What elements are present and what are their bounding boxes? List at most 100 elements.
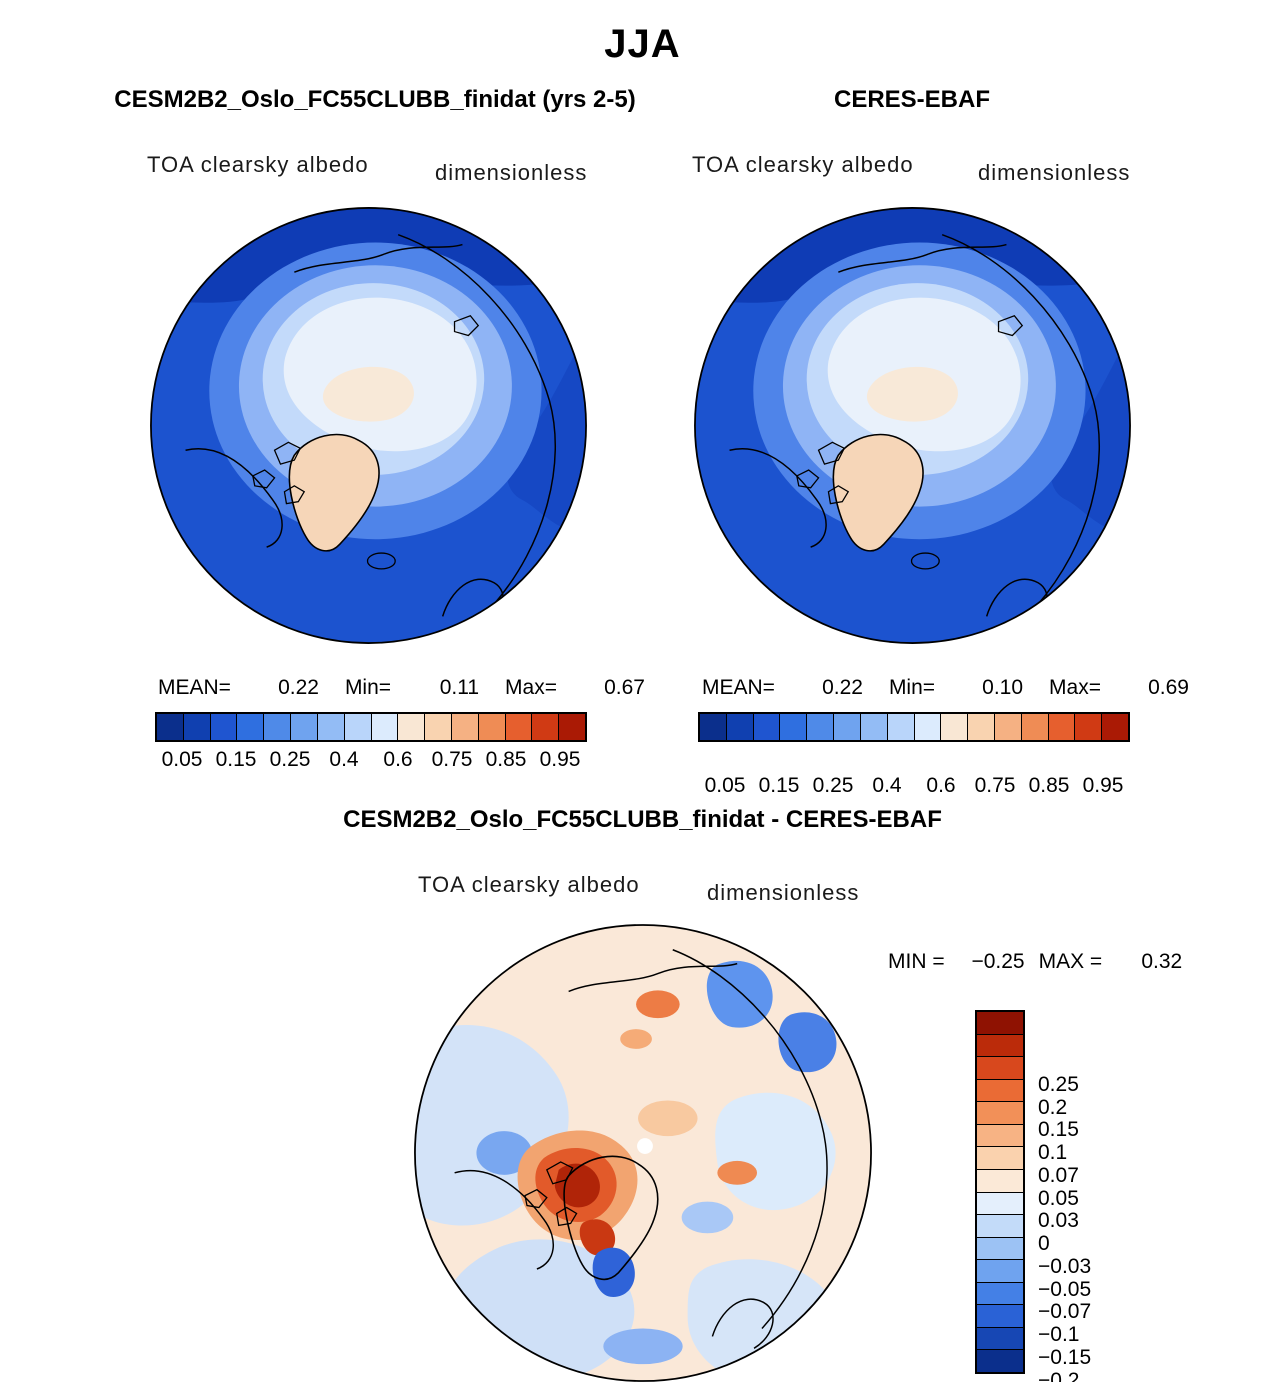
colorbar-segment — [977, 1056, 1023, 1079]
model-min-value: 0.11 — [439, 676, 480, 699]
model-mean-value: 0.22 — [278, 676, 319, 699]
diff-map — [410, 920, 876, 1382]
obs-mean-value: 0.22 — [822, 676, 863, 699]
diff-stats: MIN = −0.25 MAX = 0.32 — [888, 950, 1182, 974]
colorbar-tick-label: 0.25 — [812, 774, 854, 797]
colorbar-segment — [977, 1304, 1023, 1327]
colorbar-tick-label: 0.6 — [926, 774, 956, 797]
model-panel-title: CESM2B2_Oslo_FC55CLUBB_finidat (yrs 2-5) — [114, 86, 636, 113]
colorbar-tick-label: 0.75 — [974, 774, 1016, 797]
colorbar-segment — [859, 714, 887, 740]
colorbar-tick-label: 0.2 — [1038, 1095, 1068, 1119]
model-max-label: Max= — [505, 676, 557, 699]
model-min-label: Min= — [344, 676, 392, 699]
colorbar-tick-label: 0.6 — [383, 748, 413, 771]
colorbar-segment — [450, 714, 478, 740]
model-colorbar-ticks: 0.05 0.15 0.25 0.4 0.6 0.75 0.85 0.95 — [155, 748, 587, 774]
model-colorbar — [155, 712, 587, 742]
colorbar-segment — [1047, 714, 1075, 740]
colorbar-segment — [977, 1281, 1023, 1305]
obs-stats: MEAN= 0.22 Min= 0.10 Max= 0.69 — [702, 676, 1189, 700]
model-variable-label: TOA clearsky albedo — [147, 152, 369, 177]
colorbar-segment — [977, 1078, 1023, 1102]
colorbar-tick-label: −0.15 — [1038, 1345, 1092, 1369]
obs-panel-title: CERES-EBAF — [833, 86, 990, 113]
obs-max-label: Max= — [1049, 676, 1101, 699]
diff-units-label: dimensionless — [707, 880, 860, 905]
colorbar-segment — [977, 1033, 1023, 1057]
colorbar-tick-label: −0.1 — [1038, 1323, 1080, 1346]
colorbar-tick-label: 0.85 — [485, 748, 527, 771]
colorbar-tick-label: 0.4 — [329, 748, 359, 771]
colorbar-tick-label: 0.25 — [269, 748, 311, 771]
colorbar-tick-label: −0.2 — [1038, 1368, 1080, 1382]
colorbar-segment — [725, 714, 753, 740]
diff-colorbar-ticks: 0.25 0.2 0.15 0.1 0.07 0.05 0.03 0 −0.03 −0.05 −0.… — [1038, 1062, 1128, 1382]
colorbar-tick-label: −0.07 — [1038, 1300, 1092, 1324]
model-stats: MEAN= 0.22 Min= 0.11 Max= 0.67 — [158, 676, 645, 700]
colorbar-segment — [397, 714, 425, 740]
colorbar-tick-label: 0.05 — [1038, 1186, 1079, 1210]
colorbar-segment — [424, 714, 451, 740]
colorbar-tick-label: 0.95 — [1082, 774, 1124, 797]
colorbar-segment — [977, 1146, 1023, 1169]
colorbar-tick-label: 0.1 — [1038, 1141, 1068, 1164]
colorbar-segment — [1101, 714, 1128, 740]
colorbar-segment — [940, 714, 968, 740]
colorbar-segment — [977, 1101, 1023, 1124]
colorbar-tick-label: 0.95 — [539, 748, 581, 771]
colorbar-segment — [182, 714, 210, 740]
colorbar-segment — [913, 714, 941, 740]
colorbar-segment — [977, 1191, 1023, 1215]
colorbar-segment — [977, 1236, 1023, 1260]
model-units-label: dimensionless — [435, 160, 588, 185]
diff-max-label: MAX = — [1038, 950, 1103, 973]
colorbar-segment — [886, 714, 914, 740]
obs-min-value: 0.10 — [982, 676, 1024, 699]
colorbar-tick-label: 0.25 — [1038, 1072, 1079, 1096]
colorbar-segment — [752, 714, 780, 740]
diff-min-label: MIN = — [888, 950, 945, 973]
colorbar-segment — [779, 714, 807, 740]
diff-variable-label: TOA clearsky albedo — [418, 872, 640, 897]
colorbar-segment — [833, 714, 860, 740]
colorbar-segment — [263, 714, 291, 740]
obs-colorbar — [698, 712, 1130, 742]
colorbar-tick-label: 0.15 — [758, 774, 800, 797]
colorbar-segment — [700, 714, 726, 740]
figure-title: JJA — [604, 22, 681, 66]
colorbar-tick-label: 0.07 — [1038, 1163, 1079, 1187]
colorbar-tick-label: −0.05 — [1038, 1277, 1092, 1301]
colorbar-tick-label: 0.03 — [1038, 1209, 1079, 1233]
colorbar-segment — [290, 714, 317, 740]
colorbar-segment — [316, 714, 344, 740]
colorbar-tick-label: −0.03 — [1038, 1254, 1092, 1278]
colorbar-segment — [977, 1326, 1023, 1350]
colorbar-segment — [236, 714, 264, 740]
colorbar-segment — [477, 714, 505, 740]
obs-units-label: dimensionless — [978, 160, 1131, 185]
obs-min-label: Min= — [888, 676, 936, 699]
colorbar-segment — [806, 714, 834, 740]
colorbar-tick-label: 0.4 — [872, 774, 902, 797]
colorbar-segment — [558, 714, 585, 740]
diff-panel-title: CESM2B2_Oslo_FC55CLUBB_finidat - CERES-E… — [343, 806, 942, 833]
colorbar-segment — [157, 714, 183, 740]
colorbar-tick-label: 0.75 — [431, 748, 473, 771]
colorbar-tick-label: 0.05 — [704, 774, 746, 797]
colorbar-segment — [977, 1349, 1023, 1372]
colorbar-segment — [993, 714, 1021, 740]
obs-max-value: 0.69 — [1148, 676, 1189, 699]
colorbar-segment — [531, 714, 559, 740]
model-max-value: 0.67 — [604, 676, 645, 699]
obs-map — [690, 203, 1135, 648]
colorbar-tick-label: 0.05 — [161, 748, 203, 771]
colorbar-segment — [977, 1123, 1023, 1147]
colorbar-segment — [343, 714, 371, 740]
colorbar-segment — [977, 1168, 1023, 1192]
colorbar-segment — [1020, 714, 1048, 740]
colorbar-segment — [1074, 714, 1102, 740]
colorbar-tick-label: 0.85 — [1028, 774, 1070, 797]
colorbar-segment — [504, 714, 532, 740]
